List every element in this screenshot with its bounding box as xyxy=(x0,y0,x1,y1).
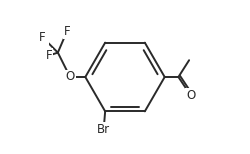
Text: O: O xyxy=(66,71,75,83)
Text: F: F xyxy=(39,31,46,44)
Text: O: O xyxy=(186,89,195,102)
Text: Br: Br xyxy=(97,123,110,136)
Text: F: F xyxy=(46,49,52,62)
Text: F: F xyxy=(64,25,70,38)
